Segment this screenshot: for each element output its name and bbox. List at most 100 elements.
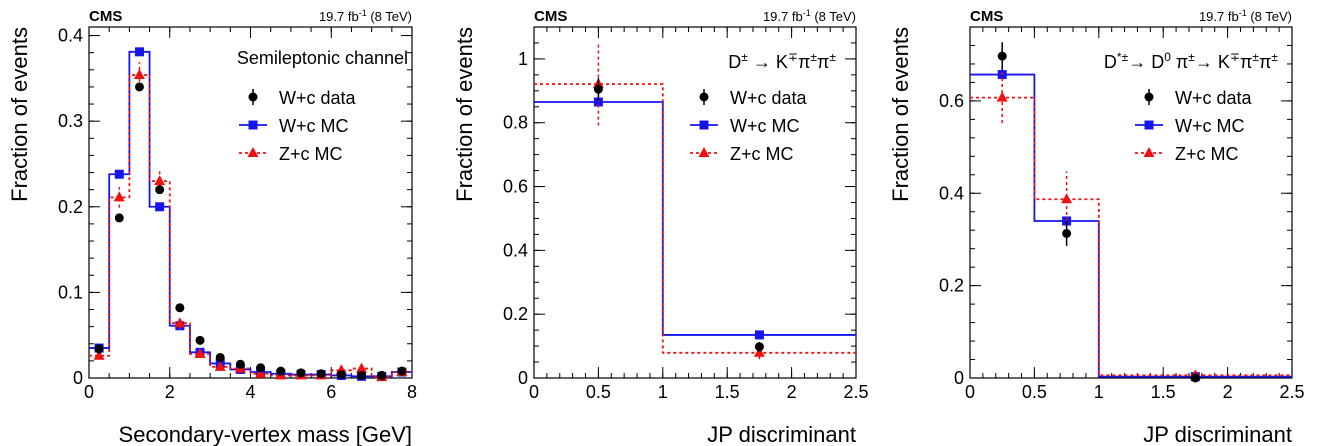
data-point <box>356 362 368 373</box>
y-tick-label: 0.2 <box>58 197 83 217</box>
luminosity-label: 19.7 fb-1 (8 TeV) <box>763 8 856 24</box>
x-tick-label: 2 <box>1223 382 1233 402</box>
data-point <box>357 370 367 380</box>
y-tick-label: 0.6 <box>939 91 964 111</box>
legend-marker <box>1144 120 1154 130</box>
experiment-label: CMS <box>970 8 1003 25</box>
legend-marker <box>248 92 258 102</box>
legend-marker <box>698 147 710 157</box>
x-tick-label: 1.5 <box>1151 382 1176 402</box>
legend-label: Z+c MC <box>279 144 343 164</box>
data-point <box>175 303 185 313</box>
series-w-c-data <box>997 42 1200 383</box>
channel-label: Semileptonic channel <box>237 48 408 68</box>
legend: W+c data W+c MC Z+c MC <box>239 88 357 164</box>
data-point <box>215 352 225 362</box>
series-z-c-mc <box>534 42 856 360</box>
data-point <box>996 91 1008 102</box>
legend-marker <box>1144 92 1154 102</box>
y-tick-label: 0.8 <box>503 113 528 133</box>
x-tick-label: 0.5 <box>586 382 611 402</box>
data-point <box>155 185 165 195</box>
data-point <box>754 342 764 352</box>
legend-marker <box>248 120 258 130</box>
y-axis-label: Fraction of events <box>7 27 32 202</box>
channel-label: D± → K∓π±π± <box>728 50 836 72</box>
series-z-c-mc <box>89 62 412 382</box>
x-tick-label: 0 <box>965 382 975 402</box>
legend-entry: Z+c MC <box>239 144 343 164</box>
x-tick-label: 0 <box>529 382 539 402</box>
x-axis-label: JP discriminant <box>707 422 856 446</box>
series-z-c-mc <box>970 72 1292 380</box>
y-tick-label: 0.2 <box>503 304 528 324</box>
y-tick-label: 0.1 <box>58 282 83 302</box>
y-axis-label: Fraction of events <box>452 27 477 202</box>
data-point <box>214 360 226 371</box>
data-point <box>195 335 205 345</box>
data-point <box>154 175 166 186</box>
data-point <box>336 370 346 380</box>
data-point <box>114 169 124 179</box>
x-axis-label: JP discriminant <box>1143 422 1292 446</box>
x-tick-label: 1.5 <box>715 382 740 402</box>
data-point <box>1190 373 1200 383</box>
data-point <box>256 363 266 373</box>
x-tick-label: 4 <box>245 382 255 402</box>
x-tick-label: 0.5 <box>1022 382 1047 402</box>
x-axis-label: Secondary-vertex mass [GeV] <box>119 422 412 446</box>
data-point <box>134 82 144 92</box>
y-tick-label: 1 <box>518 49 528 69</box>
legend-label: W+c MC <box>730 116 800 136</box>
chart-panel-1: 0 2 4 6 8 0 0.1 0.2 0.3 0.4 Secondary-vertex mass … <box>7 8 417 446</box>
histogram-line <box>534 101 856 336</box>
y-tick-label: 0.4 <box>58 26 83 46</box>
luminosity-label: 19.7 fb-1 (8 TeV) <box>319 8 412 24</box>
legend-marker <box>247 147 259 157</box>
data-point <box>1061 193 1073 204</box>
legend: W+c data W+c MC Z+c MC <box>1135 88 1253 164</box>
legend-label: W+c data <box>279 88 357 108</box>
legend-label: W+c data <box>730 88 808 108</box>
y-tick-label: 0.4 <box>939 183 964 203</box>
legend-label: W+c data <box>1175 88 1253 108</box>
legend-marker <box>1143 147 1155 157</box>
data-point <box>593 97 603 107</box>
x-tick-label: 2 <box>165 382 175 402</box>
x-tick-label: 2 <box>787 382 797 402</box>
y-tick-label: 0.2 <box>939 276 964 296</box>
data-point <box>94 344 104 354</box>
y-tick-label: 0 <box>518 368 528 388</box>
legend-label: W+c MC <box>1175 116 1245 136</box>
data-point <box>753 346 765 357</box>
data-point <box>276 366 286 376</box>
data-point <box>133 68 145 79</box>
data-point <box>114 213 124 223</box>
series-w-c-mc <box>534 97 856 340</box>
histogram-line <box>970 96 1292 377</box>
legend-entry: W+c data <box>1144 88 1253 108</box>
legend-entry: W+c MC <box>690 116 800 136</box>
plot-frame <box>88 26 413 379</box>
data-point <box>296 368 306 378</box>
y-tick-label: 0.6 <box>503 177 528 197</box>
data-point <box>235 359 245 369</box>
legend-entry: W+c MC <box>1135 116 1245 136</box>
legend-label: W+c MC <box>279 116 349 136</box>
data-point <box>255 367 267 378</box>
data-point <box>397 366 407 376</box>
plot-frame <box>969 26 1293 379</box>
data-point <box>593 84 603 94</box>
legend-entry: Z+c MC <box>690 144 794 164</box>
x-tick-label: 6 <box>326 382 336 402</box>
chart-panel-3: 0 0.5 1 1.5 2 2.5 0 0.2 0.4 0.6 JP discriminant Fra… <box>888 8 1305 446</box>
legend-entry: W+c data <box>699 88 808 108</box>
data-point <box>134 47 144 57</box>
data-point <box>1062 228 1072 238</box>
y-tick-label: 0 <box>73 368 83 388</box>
legend-entry: W+c data <box>248 88 357 108</box>
series-w-c-data <box>593 78 764 352</box>
x-tick-label: 2.5 <box>843 382 868 402</box>
data-point <box>93 349 105 360</box>
